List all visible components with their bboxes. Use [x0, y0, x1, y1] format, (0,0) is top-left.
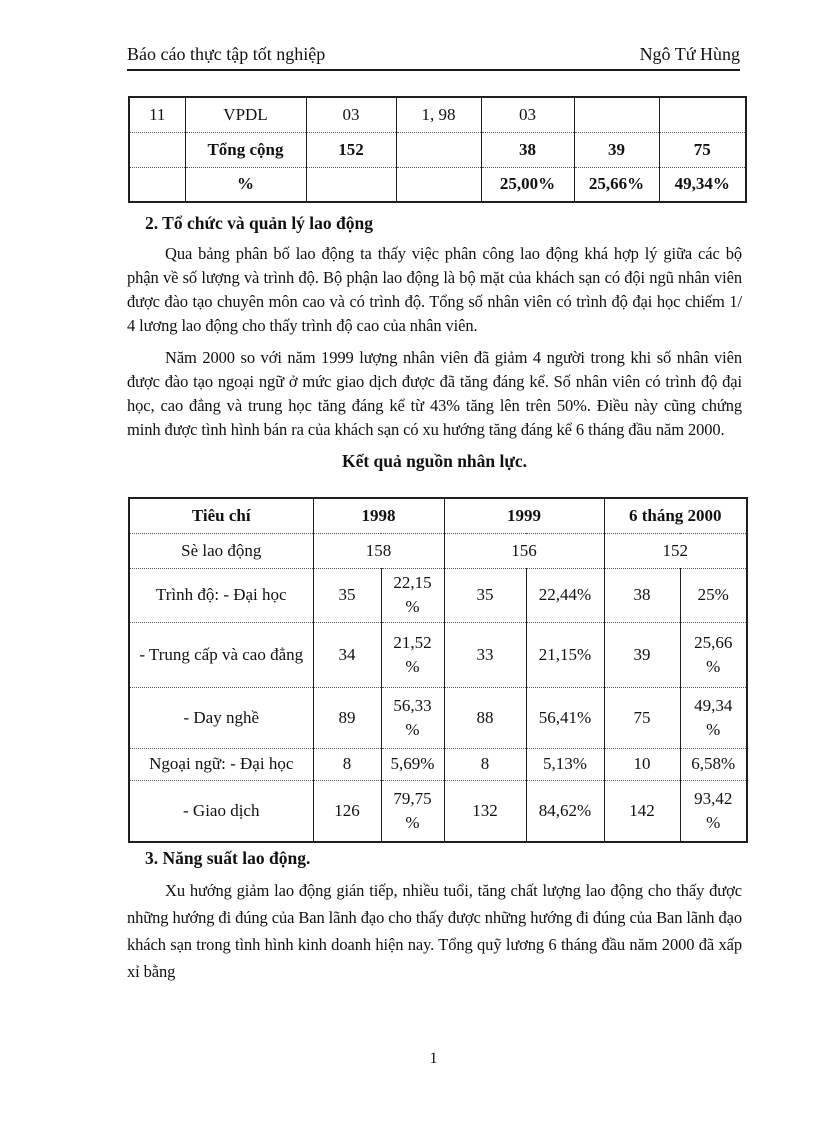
- labor-allocation-table: 11 VPDL 03 1, 98 03 Tổng cộng 152 38 39 …: [128, 96, 747, 203]
- table-cell: 79,75 %: [380, 779, 445, 843]
- table-cell: 5,13%: [525, 747, 605, 781]
- table-cell: Trình độ: - Đại học: [128, 567, 314, 623]
- table-cell: Tổng cộng: [184, 131, 307, 168]
- table-cell: 34: [312, 621, 382, 688]
- table-row: Trình độ: - Đại học 35 22,15 % 35 22,44%…: [128, 567, 748, 623]
- table-cell: 25,66%: [573, 166, 660, 203]
- table-cell: 22,44%: [525, 567, 605, 623]
- table-cell: 152: [603, 532, 748, 569]
- page-number: 1: [429, 1050, 438, 1067]
- table-cell: - Giao dịch: [128, 779, 314, 843]
- table-cell: 8: [312, 747, 382, 781]
- table-cell: [395, 131, 482, 168]
- section-3-heading: 3. Năng suất lao động.: [145, 848, 311, 868]
- table-row: Ngoại ngữ: - Đại học 8 5,69% 8 5,13% 10 …: [128, 747, 748, 781]
- table-row-total: Tổng cộng 152 38 39 75: [128, 131, 747, 168]
- table-cell: 22,15 %: [380, 567, 445, 623]
- table-cell: 25,66 %: [679, 621, 748, 688]
- table-cell: %: [184, 166, 307, 203]
- table-cell: 142: [603, 779, 681, 843]
- table-row-percent: % 25,00% 25,66% 49,34%: [128, 166, 747, 203]
- table-cell: 8: [443, 747, 527, 781]
- table-header-cell: 1998: [312, 497, 445, 534]
- table-cell: 25%: [679, 567, 748, 623]
- table-cell: 84,62%: [525, 779, 605, 843]
- table-cell: 1, 98: [395, 96, 482, 133]
- header-title: Báo cáo thực tập tốt nghiệp: [127, 44, 326, 64]
- table-cell: [395, 166, 482, 203]
- table-cell: 6,58%: [679, 747, 748, 781]
- table-cell: 11: [128, 96, 186, 133]
- table-cell: 132: [443, 779, 527, 843]
- table-cell: 152: [305, 131, 397, 168]
- table-cell: 56,33 %: [380, 686, 445, 749]
- section-2-paragraph-1: Qua bảng phân bố lao động ta thấy việc p…: [127, 244, 742, 335]
- hr-results-caption: Kết quả nguồn nhân lực.: [341, 451, 528, 471]
- table-cell: 25,00%: [480, 166, 575, 203]
- table-cell: 21,52 %: [380, 621, 445, 688]
- table-row: - Trung cấp và cao đẳng 34 21,52 % 33 21…: [128, 621, 748, 688]
- table-cell: 93,42 %: [679, 779, 748, 843]
- table-cell: 21,15%: [525, 621, 605, 688]
- table-cell: VPDL: [184, 96, 307, 133]
- table-cell: 89: [312, 686, 382, 749]
- table-cell: 39: [573, 131, 660, 168]
- table-cell: 75: [603, 686, 681, 749]
- table-cell: 49,34%: [658, 166, 747, 203]
- table-cell: 33: [443, 621, 527, 688]
- table-cell: [128, 131, 186, 168]
- table-cell: 35: [443, 567, 527, 623]
- table-cell: 158: [312, 532, 445, 569]
- hr-results-table: Tiêu chí 1998 1999 6 tháng 2000 Sè lao đ…: [128, 497, 749, 843]
- table-cell: 56,41%: [525, 686, 605, 749]
- table-cell: [573, 96, 660, 133]
- table-header-cell: 6 tháng 2000: [603, 497, 748, 534]
- report-header: Báo cáo thực tập tốt nghiệp Ngô Tứ Hùng: [127, 44, 740, 71]
- table-cell: Ngoại ngữ: - Đại học: [128, 747, 314, 781]
- table-cell: [128, 166, 186, 203]
- table-cell: - Day nghề: [128, 686, 314, 749]
- table-cell: 38: [603, 567, 681, 623]
- table-row: - Giao dịch 126 79,75 % 132 84,62% 142 9…: [128, 779, 748, 843]
- table-cell: 156: [443, 532, 605, 569]
- table-header-row: Tiêu chí 1998 1999 6 tháng 2000: [128, 497, 748, 534]
- table-header-cell: Tiêu chí: [128, 497, 314, 534]
- table-cell: 39: [603, 621, 681, 688]
- table-row: 11 VPDL 03 1, 98 03: [128, 96, 747, 133]
- table-cell: 75: [658, 131, 747, 168]
- section-2: 2. Tổ chức và quản lý lao động Qua bảng …: [127, 211, 742, 472]
- table-header-cell: 1999: [443, 497, 605, 534]
- section-3-paragraph: Xu hướng giảm lao động gián tiếp, nhiều …: [127, 881, 742, 981]
- table-cell: 38: [480, 131, 575, 168]
- table-row-total-labor: Sè lao động 158 156 152: [128, 532, 748, 569]
- section-2-heading: 2. Tổ chức và quản lý lao động: [145, 213, 374, 233]
- table-cell: 03: [480, 96, 575, 133]
- header-author: Ngô Tứ Hùng: [639, 44, 740, 64]
- table-row: - Day nghề 89 56,33 % 88 56,41% 75 49,34…: [128, 686, 748, 749]
- table-cell: 03: [305, 96, 397, 133]
- section-3: 3. Năng suất lao động. Xu hướng giảm lao…: [127, 846, 742, 993]
- table-cell: 88: [443, 686, 527, 749]
- table-cell: 49,34 %: [679, 686, 748, 749]
- table-cell: [305, 166, 397, 203]
- section-2-paragraph-2: Năm 2000 so với năm 1999 lượng nhân viên…: [127, 348, 742, 439]
- table-cell: Sè lao động: [128, 532, 314, 569]
- table-cell: 35: [312, 567, 382, 623]
- table-cell: 5,69%: [380, 747, 445, 781]
- table-cell: [658, 96, 747, 133]
- table-cell: - Trung cấp và cao đẳng: [128, 621, 314, 688]
- table-cell: 10: [603, 747, 681, 781]
- table-cell: 126: [312, 779, 382, 843]
